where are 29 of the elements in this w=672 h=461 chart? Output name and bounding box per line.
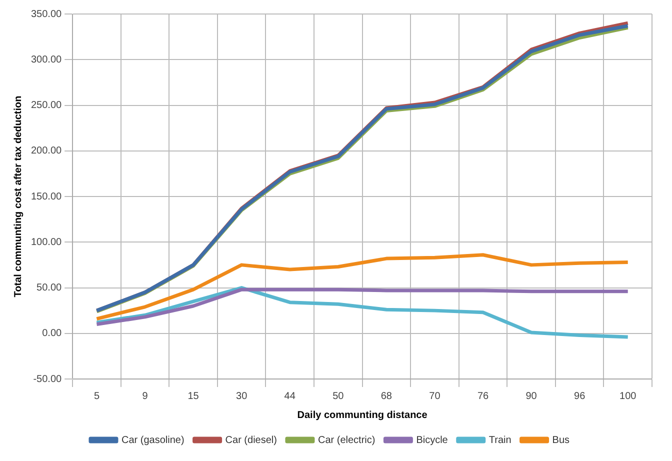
y-tick-label: 100.00 <box>30 236 62 248</box>
legend-label: Car (gasoline) <box>121 434 184 446</box>
y-tick-label: -50.00 <box>33 374 62 385</box>
x-tick-label: 9 <box>142 390 148 402</box>
x-tick-label: 68 <box>380 390 392 402</box>
y-tick-label: 200.00 <box>30 146 62 157</box>
y-tick-label: 150.00 <box>30 191 62 202</box>
legend-label: Car (electric) <box>318 434 376 446</box>
y-tick-label: 250.00 <box>30 100 62 111</box>
legend-label: Bus <box>552 434 570 446</box>
x-tick-label: 5 <box>94 390 100 402</box>
x-tick-label: 30 <box>236 390 248 402</box>
legend-label: Train <box>488 434 512 446</box>
x-tick-label: 44 <box>284 390 296 402</box>
x-tick-label: 90 <box>526 390 538 402</box>
y-tick-label: 0.00 <box>42 328 62 340</box>
x-tick-label: 96 <box>574 390 586 402</box>
y-tick-label: 350.00 <box>30 8 62 20</box>
x-tick-label: 76 <box>477 390 490 402</box>
y-axis-title: Total communting cost after tax deduction <box>12 96 24 298</box>
x-tick-label: 100 <box>620 390 637 402</box>
y-tick-label: 300.00 <box>30 54 62 66</box>
x-axis-title: Daily communting distance <box>297 410 428 421</box>
y-tick-label: 50.00 <box>36 282 62 294</box>
legend-label: Car (diesel) <box>225 434 277 446</box>
x-tick-label: 70 <box>429 390 441 402</box>
legend-label: Bicycle <box>416 434 448 446</box>
x-tick-label: 50 <box>332 390 344 402</box>
x-tick-label: 15 <box>188 390 200 402</box>
